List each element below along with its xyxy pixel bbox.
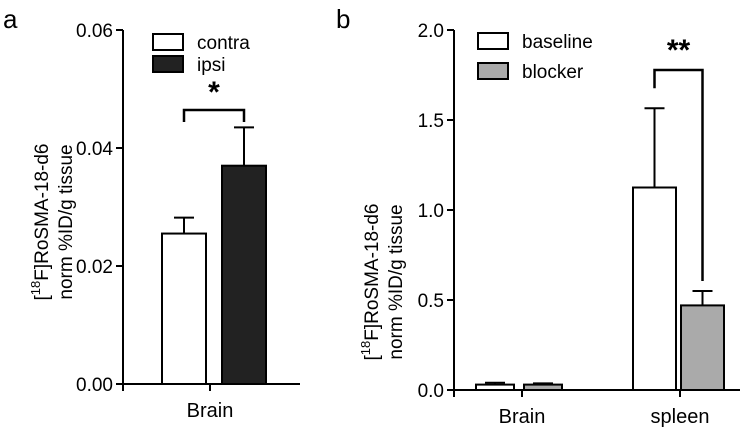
bar bbox=[221, 164, 267, 385]
panel-a-y-axis-label: [18F]RoSMA-18-d6 bbox=[28, 143, 53, 300]
y-tick-label: 0.5 bbox=[418, 291, 444, 312]
bar bbox=[523, 383, 563, 392]
panel-b-ylabel-pre: [ bbox=[362, 355, 383, 361]
legend-label: ipsi bbox=[197, 55, 226, 76]
panel-b-y-axis-label-line2: norm %ID/g tissue bbox=[386, 204, 407, 359]
legend-label: baseline bbox=[522, 32, 593, 53]
significance-label: ** bbox=[667, 34, 691, 67]
x-tick-label: Brain bbox=[499, 406, 546, 428]
y-tick-label: 0.04 bbox=[76, 139, 113, 160]
panel-a-label: a bbox=[3, 4, 18, 34]
panel-a: a [18F]RoSMA-18-d6 norm %ID/g tissue 0.0… bbox=[3, 4, 300, 422]
significance-bracket bbox=[182, 108, 246, 122]
panel-b-ylabel-post: F]RoSMA-18-d6 bbox=[362, 203, 383, 340]
legend-swatch bbox=[152, 33, 184, 51]
panel-a-axes: 0.00 0.02 0.04 0.06 Brain bbox=[76, 21, 300, 422]
legend-label: contra bbox=[197, 33, 250, 54]
panel-a-bars bbox=[161, 126, 267, 385]
y-tick-label: 0.02 bbox=[76, 257, 113, 278]
panel-b-y-axis-label: [18F]RoSMA-18-d6 bbox=[358, 203, 383, 360]
y-tick-label: 0.0 bbox=[418, 381, 444, 402]
y-tick-label: 0.06 bbox=[76, 21, 113, 42]
y-tick-label: 0.00 bbox=[76, 375, 113, 396]
panel-b-legend: baseline blocker bbox=[477, 32, 593, 83]
panel-b: b [18F]RoSMA-18-d6 norm %ID/g tissue 0.0… bbox=[336, 4, 740, 428]
panel-b-label: b bbox=[336, 4, 350, 34]
significance-bracket bbox=[653, 68, 704, 281]
panel-b-significance: ** bbox=[653, 34, 704, 281]
significance-label: * bbox=[208, 76, 220, 109]
y-tick-label: 2.0 bbox=[418, 21, 444, 42]
panel-b-bars bbox=[475, 107, 725, 392]
legend-swatch bbox=[477, 62, 509, 80]
legend-label: blocker bbox=[522, 62, 584, 83]
panel-b-ylabel-sup: 18 bbox=[358, 341, 373, 355]
bar bbox=[632, 186, 677, 391]
bar bbox=[475, 383, 515, 392]
bar bbox=[680, 304, 725, 391]
x-tick-label: Brain bbox=[187, 400, 234, 422]
panel-a-y-axis-label-line2: norm %ID/g tissue bbox=[56, 144, 77, 299]
bar bbox=[161, 232, 207, 385]
x-tick-label: spleen bbox=[651, 406, 710, 428]
panel-a-ylabel-sup: 18 bbox=[28, 281, 43, 295]
y-tick-label: 1.5 bbox=[418, 111, 444, 132]
panel-a-significance: * bbox=[182, 76, 246, 122]
panel-a-ylabel-pre: [ bbox=[32, 295, 53, 301]
panel-a-ylabel-post: F]RoSMA-18-d6 bbox=[32, 143, 53, 280]
legend-swatch bbox=[152, 55, 184, 73]
y-tick-label: 1.0 bbox=[418, 201, 444, 222]
legend-swatch bbox=[477, 32, 509, 50]
